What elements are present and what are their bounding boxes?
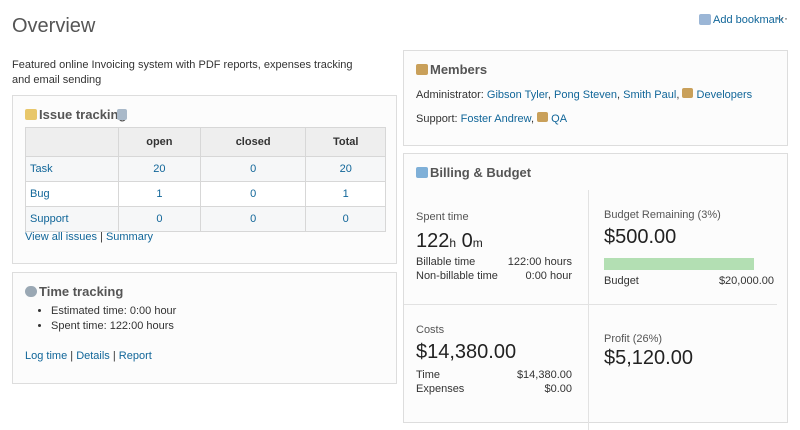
comma: , (547, 89, 551, 101)
row-label: Expenses (416, 383, 465, 395)
more-menu[interactable]: ··· (776, 11, 788, 25)
row-value: 122:00 hours (507, 256, 572, 268)
unit: m (472, 236, 483, 250)
user[interactable]: Smith Paul (623, 89, 677, 101)
amount: $500.00 (604, 226, 677, 248)
box-title: Issue tracking (39, 107, 127, 122)
row-value: $20,000.00 (718, 275, 774, 287)
user[interactable]: Pong Steven (554, 89, 617, 101)
link[interactable]: Summary (105, 231, 153, 243)
icon (25, 286, 37, 297)
user[interactable]: Foster Andrew (460, 113, 531, 125)
comma: , (676, 89, 680, 101)
count[interactable]: 20 (305, 156, 386, 182)
links: Log time | Details | Report (25, 350, 152, 362)
count[interactable]: 0 (199, 156, 307, 182)
row-value: $0.00 (544, 383, 572, 395)
row-label: Time (416, 369, 441, 381)
tracker[interactable]: Support (25, 206, 119, 232)
link[interactable]: View all issues (25, 231, 97, 243)
header-cell: Total (305, 127, 386, 157)
label: Budget Remaining (3%) (604, 209, 721, 221)
user[interactable]: Gibson Tyler (486, 89, 548, 101)
time-list: Estimated time: 0:00 hour Spent time: 12… (13, 304, 176, 334)
page: Overview Add bookmark ··· Featured onlin… (0, 0, 800, 405)
page-title: Overview (12, 15, 96, 37)
separator: | (112, 350, 116, 362)
header-cell: open (118, 127, 201, 157)
count[interactable]: 1 (118, 181, 201, 207)
count[interactable]: 0 (118, 206, 201, 232)
spent-time: 122h 0m (416, 230, 483, 253)
time-item: Estimated time: 0:00 hour (51, 304, 176, 319)
member-row: Support: Foster Andrew, QA (416, 112, 567, 125)
label: Costs (416, 324, 445, 336)
time-tracking-box: Time tracking Estimated time: 0:00 hour … (12, 272, 397, 384)
count[interactable]: 20 (118, 156, 201, 182)
separator: | (70, 350, 74, 362)
divider (404, 304, 777, 305)
label: Spent time (416, 211, 469, 223)
member-row: Administrator: Gibson Tyler, Pong Steven… (416, 88, 752, 101)
group[interactable]: Developers (696, 89, 753, 101)
role: Support: (416, 113, 458, 125)
row-label: Budget (604, 275, 639, 287)
separator: | (100, 231, 103, 243)
icon (416, 167, 428, 178)
minutes: 0 (461, 230, 473, 252)
row-label: Billable time (416, 256, 476, 268)
tracker[interactable]: Bug (25, 181, 119, 207)
icon (416, 64, 428, 75)
header-cell (25, 127, 119, 157)
box-title: Members (430, 62, 488, 77)
count[interactable]: 0 (199, 206, 307, 232)
bookmark-link[interactable]: Add bookmark (713, 14, 784, 26)
divider (588, 190, 589, 430)
bookmark-icon (699, 14, 711, 25)
box-title: Billing & Budget (430, 165, 532, 180)
group[interactable]: QA (551, 113, 568, 125)
issue-tracking-box: Issue tracking open closed Total Task 20… (12, 95, 397, 264)
count[interactable]: 0 (305, 206, 386, 232)
icon (117, 109, 127, 120)
comma: , (617, 89, 621, 101)
amount: $5,120.00 (604, 347, 693, 369)
role: Administrator: (416, 89, 484, 101)
icon (25, 109, 37, 120)
tracker[interactable]: Task (25, 156, 119, 182)
comma: , (530, 113, 535, 125)
issue-table: open closed Total Task 20 0 20 Bug 1 0 1… (25, 127, 386, 232)
row-value: 0:00 hour (525, 270, 572, 282)
label: Profit (26%) (604, 333, 663, 345)
count[interactable]: 1 (305, 181, 386, 207)
hours: 122 (416, 230, 450, 252)
budget-bar (604, 258, 754, 270)
link[interactable]: Details (76, 350, 110, 362)
row-value: $14,380.00 (516, 369, 572, 381)
link[interactable]: Log time (25, 350, 68, 362)
members-box: Members Administrator: Gibson Tyler, Pon… (403, 50, 788, 146)
group-icon (537, 112, 549, 122)
description: Featured online Invoicing system with PD… (12, 59, 353, 86)
unit: h (449, 236, 457, 250)
billing-box: Billing & Budget Spent time 122h 0m Bill… (403, 153, 788, 430)
link[interactable]: Report (118, 350, 152, 362)
header-cell: closed (199, 127, 307, 157)
count[interactable]: 0 (199, 181, 307, 207)
time-item: Spent time: 122:00 hours (51, 319, 176, 334)
amount: $14,380.00 (416, 341, 517, 363)
group-icon (682, 88, 694, 98)
row-label: Non-billable time (416, 270, 498, 282)
links: View all issues | Summary (25, 231, 153, 243)
box-title: Time tracking (39, 284, 124, 299)
